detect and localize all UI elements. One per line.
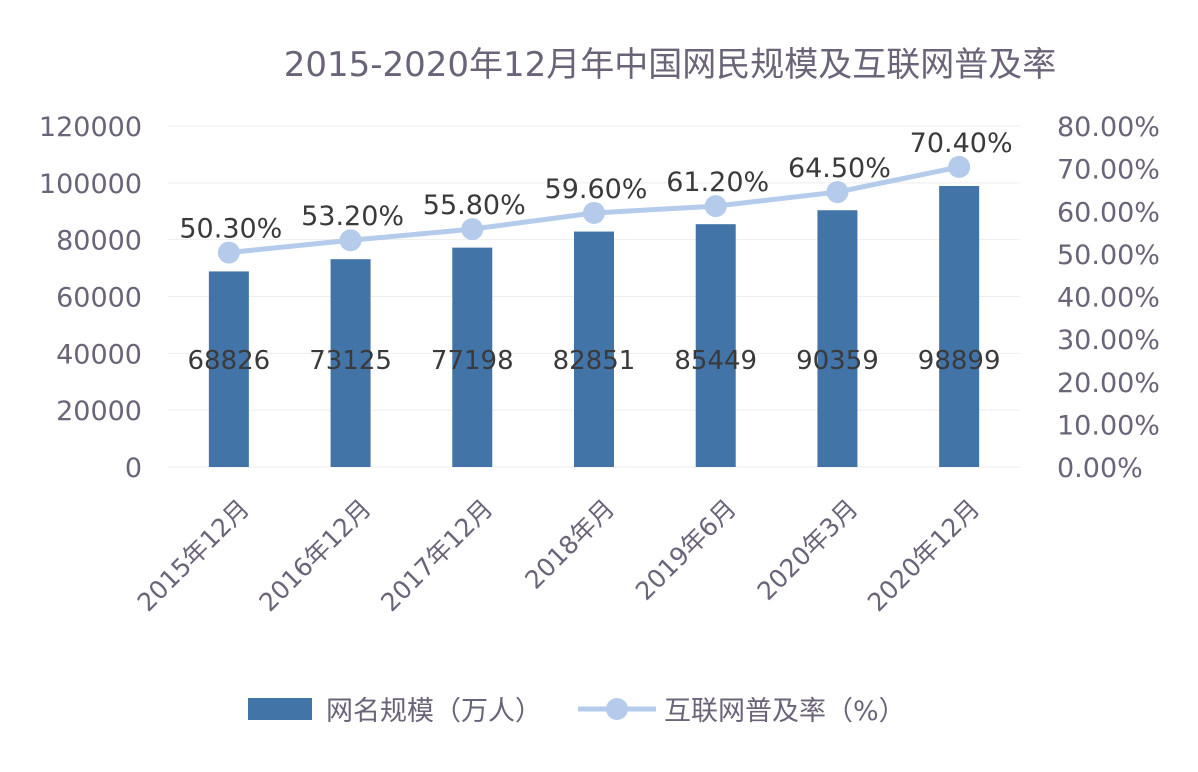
y-right-tick-label: 50.00% xyxy=(1057,240,1160,271)
bar xyxy=(939,185,980,467)
bar-value-label: 98899 xyxy=(918,346,1001,376)
bar-value-label: 68826 xyxy=(187,346,270,376)
y-left-tick-label: 40000 xyxy=(56,339,142,370)
x-tick-label: 2019年6月 xyxy=(630,494,742,606)
line-data-labels: 50.30% 53.20% 55.80% 59.60% 61.20% 64.50% 70.4… xyxy=(179,128,1012,245)
legend-bar-label: 网名规模（万人） xyxy=(326,696,542,727)
line-point xyxy=(339,229,362,252)
line-point xyxy=(461,218,484,241)
bar xyxy=(330,259,371,467)
y-right-tick-label: 10.00% xyxy=(1057,410,1160,441)
bar-data-labels: 68826 73125 77198 82851 85449 90359 98899 xyxy=(187,346,1000,376)
y-right-tick-label: 80.00% xyxy=(1057,112,1160,143)
bar-value-label: 82851 xyxy=(553,346,636,376)
y-axis-right: 0.00% 10.00% 20.00% 30.00% 40.00% 50.00% 60.00… xyxy=(1057,112,1160,484)
line-point xyxy=(704,195,727,218)
y-right-tick-label: 40.00% xyxy=(1057,283,1160,314)
y-left-tick-label: 0 xyxy=(125,453,142,484)
line-value-label: 55.80% xyxy=(423,190,526,221)
legend-line-marker xyxy=(606,698,628,720)
bar-value-label: 90359 xyxy=(796,346,879,376)
y-left-tick-label: 60000 xyxy=(56,283,142,314)
bar-value-label: 85449 xyxy=(674,346,757,376)
x-tick-label: 2020年12月 xyxy=(862,494,985,617)
legend-bar-swatch xyxy=(248,698,312,720)
bar-value-label: 73125 xyxy=(309,346,392,376)
line-value-label: 59.60% xyxy=(545,174,648,205)
y-right-tick-label: 0.00% xyxy=(1057,453,1143,484)
line-point xyxy=(826,181,849,204)
y-right-tick-label: 60.00% xyxy=(1057,197,1160,228)
y-right-tick-label: 20.00% xyxy=(1057,368,1160,399)
y-left-tick-label: 120000 xyxy=(39,112,142,143)
y-right-tick-label: 70.00% xyxy=(1057,155,1160,186)
bar-value-label: 77198 xyxy=(431,346,514,376)
bar xyxy=(208,271,249,467)
y-left-tick-label: 80000 xyxy=(56,226,142,257)
bar xyxy=(574,231,614,467)
x-tick-label: 2017年12月 xyxy=(375,494,498,617)
y-axis-left: 0 20000 40000 60000 80000 100000 120000 xyxy=(39,112,142,484)
y-left-tick-label: 100000 xyxy=(39,169,142,200)
x-tick-label: 2018年月 xyxy=(519,494,620,595)
line-series xyxy=(217,155,971,264)
line-value-label: 53.20% xyxy=(301,201,404,232)
line-point xyxy=(948,155,971,178)
chart-title: 2015-2020年12月年中国网民规模及互联网普及率 xyxy=(284,45,1057,85)
bar xyxy=(695,224,736,467)
y-right-tick-label: 30.00% xyxy=(1057,325,1160,356)
bar xyxy=(452,247,493,467)
line-value-label: 50.30% xyxy=(179,214,282,245)
x-tick-label: 2016年12月 xyxy=(253,494,376,617)
line-value-label: 70.40% xyxy=(910,128,1013,159)
line-point xyxy=(583,201,605,224)
bar-series xyxy=(208,185,980,467)
line-point xyxy=(217,241,240,264)
legend-line-label: 互联网普及率（%） xyxy=(664,696,906,727)
y-left-tick-label: 20000 xyxy=(56,396,142,427)
line-value-label: 64.50% xyxy=(788,153,891,184)
line-value-label: 61.20% xyxy=(666,167,769,198)
legend: 网名规模（万人） 互联网普及率（%） xyxy=(248,696,906,727)
x-tick-label: 2015年12月 xyxy=(132,494,255,617)
x-tick-label: 2020年3月 xyxy=(752,494,864,606)
bar xyxy=(817,210,858,467)
